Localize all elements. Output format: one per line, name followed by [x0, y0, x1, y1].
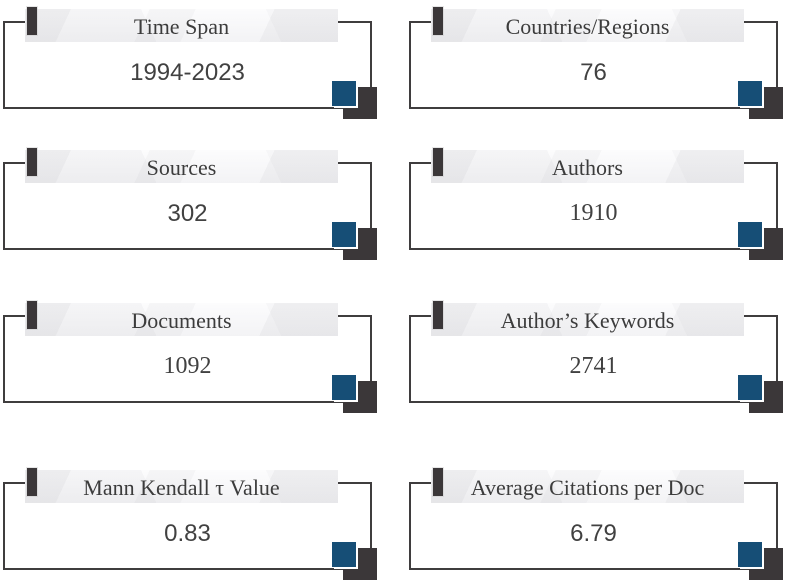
- stat-card-authors-keywords: Author’s Keywords 2741: [409, 301, 787, 420]
- corner-square-blue: [332, 81, 356, 106]
- accent-tab: [27, 301, 37, 329]
- card-header-band: Author’s Keywords: [431, 303, 744, 336]
- stat-card-documents: Documents 1092: [3, 301, 381, 420]
- accent-tab: [433, 301, 443, 329]
- stat-card-mann-kendall: Mann Kendall τ Value 0.83: [3, 468, 381, 587]
- accent-tab: [433, 148, 443, 176]
- stat-card-sources: Sources 302: [3, 148, 381, 267]
- card-title: Countries/Regions: [505, 13, 670, 39]
- card-value: 2741: [569, 353, 618, 379]
- accent-tab: [27, 148, 37, 176]
- corner-square-blue: [738, 222, 762, 247]
- card-header-band: Sources: [25, 150, 338, 183]
- card-header-band: Documents: [25, 303, 338, 336]
- corner-square-blue: [738, 375, 762, 400]
- corner-square-blue: [738, 81, 762, 106]
- accent-tab: [433, 468, 443, 496]
- accent-tab: [433, 7, 443, 35]
- card-value: 1910: [569, 200, 618, 226]
- stat-card-time-span: Time Span 1994-2023: [3, 7, 381, 126]
- stat-card-countries-regions: Countries/Regions 76: [409, 7, 787, 126]
- corner-square-blue: [332, 375, 356, 400]
- corner-square-blue: [332, 222, 356, 247]
- card-header-band: Time Span: [25, 9, 338, 42]
- card-title: Documents: [131, 307, 232, 333]
- stat-card-average-citations: Average Citations per Doc 6.79: [409, 468, 787, 587]
- card-value: 0.83: [164, 520, 211, 547]
- card-title: Time Span: [133, 13, 230, 39]
- card-header-band: Authors: [431, 150, 744, 183]
- card-value: 302: [167, 200, 208, 227]
- accent-tab: [27, 468, 37, 496]
- card-title: Mann Kendall τ Value: [83, 474, 280, 500]
- card-header-band: Countries/Regions: [431, 9, 744, 42]
- card-header-band: Mann Kendall τ Value: [25, 470, 338, 503]
- corner-square-blue: [738, 542, 762, 567]
- card-title: Author’s Keywords: [500, 307, 675, 333]
- card-value: 6.79: [570, 520, 617, 547]
- corner-square-blue: [332, 542, 356, 567]
- stat-card-authors: Authors 1910: [409, 148, 787, 267]
- card-header-band: Average Citations per Doc: [431, 470, 744, 503]
- card-title: Sources: [146, 154, 217, 180]
- card-value: 76: [580, 59, 607, 86]
- card-value: 1994-2023: [130, 59, 245, 86]
- card-value: 1092: [163, 353, 212, 379]
- accent-tab: [27, 7, 37, 35]
- card-title: Average Citations per Doc: [470, 474, 705, 500]
- card-title: Authors: [552, 154, 623, 180]
